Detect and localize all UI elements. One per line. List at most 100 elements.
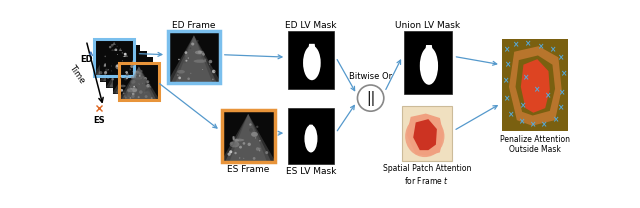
Circle shape bbox=[108, 69, 109, 70]
Circle shape bbox=[132, 78, 135, 80]
Circle shape bbox=[112, 69, 113, 71]
Circle shape bbox=[120, 77, 122, 78]
Ellipse shape bbox=[116, 65, 122, 67]
Ellipse shape bbox=[177, 70, 185, 74]
Circle shape bbox=[229, 150, 232, 153]
Circle shape bbox=[183, 60, 186, 63]
Circle shape bbox=[179, 77, 181, 79]
Circle shape bbox=[120, 66, 123, 69]
Circle shape bbox=[124, 53, 125, 54]
Polygon shape bbox=[230, 114, 267, 161]
Ellipse shape bbox=[120, 85, 126, 87]
Polygon shape bbox=[118, 66, 159, 100]
Circle shape bbox=[117, 54, 118, 55]
Circle shape bbox=[139, 79, 141, 82]
Circle shape bbox=[124, 69, 125, 71]
Ellipse shape bbox=[420, 47, 438, 85]
Polygon shape bbox=[413, 119, 437, 150]
Bar bbox=[222, 110, 275, 162]
Text: ED: ED bbox=[80, 55, 93, 64]
Circle shape bbox=[118, 72, 120, 73]
Circle shape bbox=[125, 78, 127, 80]
Circle shape bbox=[107, 77, 109, 79]
Circle shape bbox=[133, 86, 135, 87]
Ellipse shape bbox=[127, 88, 137, 92]
Text: ×: × bbox=[519, 101, 525, 110]
Circle shape bbox=[140, 70, 143, 72]
Circle shape bbox=[106, 64, 108, 66]
Circle shape bbox=[138, 83, 140, 84]
Circle shape bbox=[104, 63, 107, 66]
Circle shape bbox=[122, 52, 123, 53]
Ellipse shape bbox=[230, 141, 239, 147]
Polygon shape bbox=[516, 56, 555, 115]
Circle shape bbox=[138, 82, 140, 84]
Circle shape bbox=[132, 93, 134, 95]
Circle shape bbox=[177, 74, 179, 76]
Polygon shape bbox=[100, 48, 141, 81]
Circle shape bbox=[249, 123, 252, 126]
Circle shape bbox=[146, 84, 150, 88]
Circle shape bbox=[104, 71, 107, 74]
Polygon shape bbox=[175, 35, 212, 82]
Circle shape bbox=[259, 150, 260, 151]
Circle shape bbox=[137, 79, 138, 80]
Text: ×: × bbox=[502, 76, 509, 85]
Circle shape bbox=[99, 71, 102, 74]
Circle shape bbox=[239, 147, 241, 148]
Ellipse shape bbox=[305, 125, 317, 152]
Circle shape bbox=[125, 78, 127, 79]
Circle shape bbox=[118, 54, 119, 56]
Circle shape bbox=[145, 95, 148, 98]
Circle shape bbox=[144, 78, 147, 82]
Circle shape bbox=[115, 64, 117, 67]
Circle shape bbox=[126, 78, 128, 80]
Circle shape bbox=[178, 59, 180, 60]
Bar bbox=[168, 31, 220, 83]
Polygon shape bbox=[307, 125, 315, 134]
Ellipse shape bbox=[113, 62, 121, 64]
Text: ×: × bbox=[513, 40, 519, 49]
Circle shape bbox=[212, 79, 214, 80]
Circle shape bbox=[124, 53, 127, 56]
Circle shape bbox=[124, 56, 126, 57]
Circle shape bbox=[131, 70, 132, 71]
Ellipse shape bbox=[133, 71, 141, 74]
Circle shape bbox=[192, 39, 196, 43]
Circle shape bbox=[202, 69, 203, 70]
Bar bbox=[119, 63, 159, 100]
Bar bbox=[100, 45, 140, 82]
Circle shape bbox=[116, 46, 118, 47]
Circle shape bbox=[122, 67, 124, 68]
Text: ×: × bbox=[557, 104, 564, 113]
Ellipse shape bbox=[195, 51, 204, 54]
Circle shape bbox=[144, 92, 145, 94]
Circle shape bbox=[125, 70, 127, 72]
Circle shape bbox=[239, 146, 242, 149]
Circle shape bbox=[114, 78, 116, 81]
Circle shape bbox=[118, 82, 120, 84]
Circle shape bbox=[135, 70, 139, 74]
Circle shape bbox=[126, 71, 130, 75]
Text: ||: || bbox=[366, 91, 375, 106]
Circle shape bbox=[129, 68, 131, 70]
Text: ED Frame: ED Frame bbox=[172, 21, 216, 30]
Circle shape bbox=[112, 68, 115, 71]
Polygon shape bbox=[106, 54, 147, 87]
Polygon shape bbox=[406, 114, 444, 156]
Circle shape bbox=[138, 74, 141, 77]
Circle shape bbox=[111, 49, 114, 52]
Circle shape bbox=[118, 61, 121, 63]
Circle shape bbox=[260, 153, 264, 157]
Text: ×: × bbox=[507, 110, 513, 119]
Bar bbox=[94, 39, 134, 76]
Circle shape bbox=[125, 73, 129, 76]
Ellipse shape bbox=[251, 132, 258, 137]
Circle shape bbox=[139, 75, 141, 77]
Text: · · ·: · · · bbox=[118, 64, 136, 82]
Circle shape bbox=[104, 71, 107, 73]
Ellipse shape bbox=[405, 115, 444, 157]
Bar bbox=[168, 31, 220, 83]
Text: ×: × bbox=[548, 45, 555, 54]
Circle shape bbox=[127, 67, 129, 69]
